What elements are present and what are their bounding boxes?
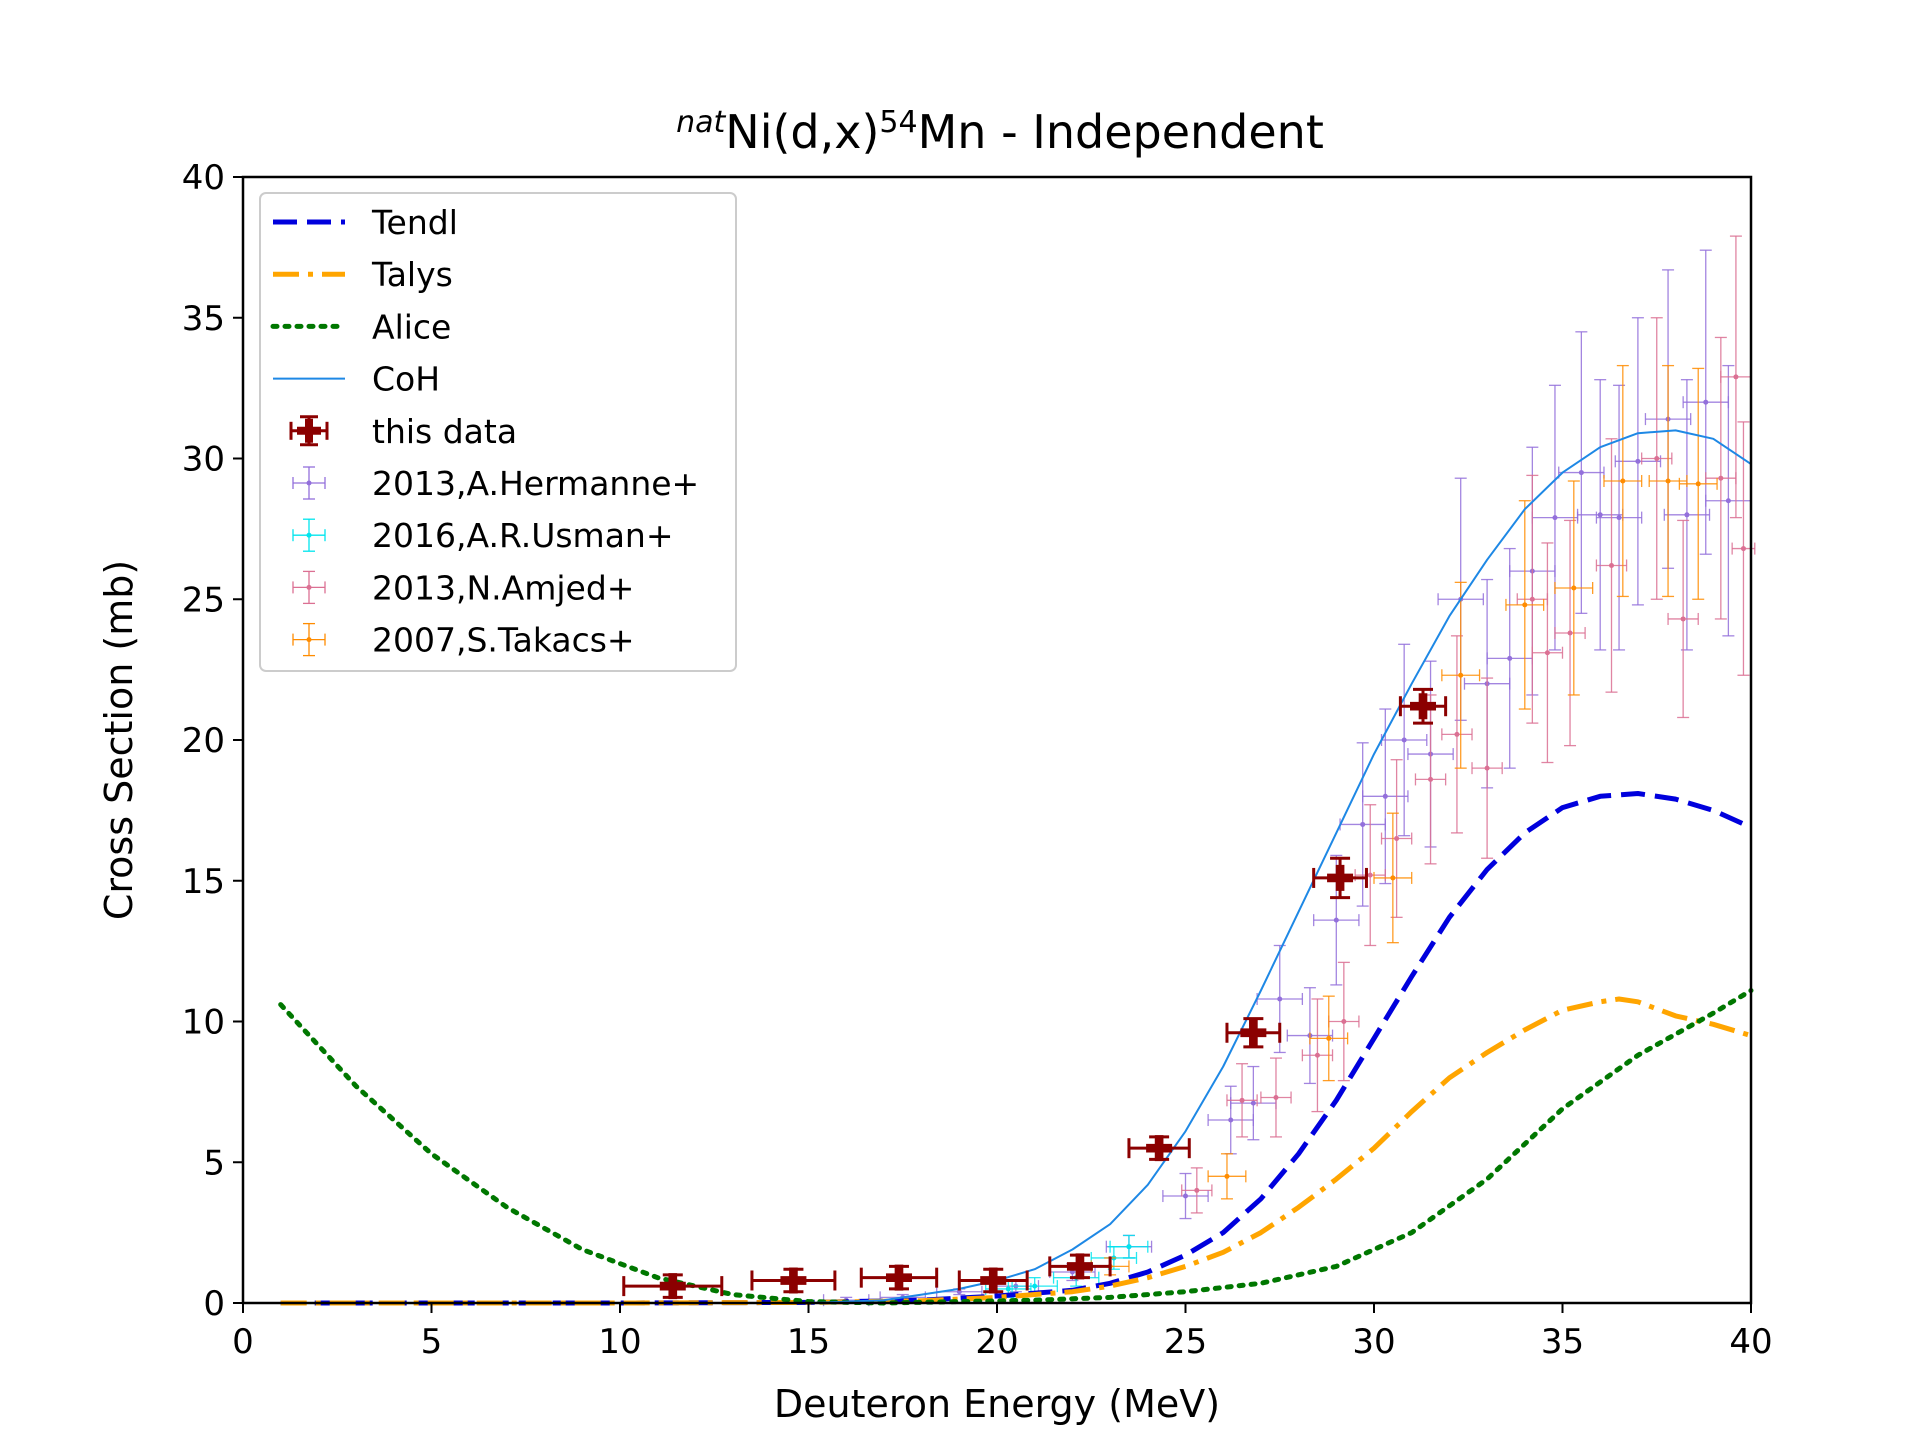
this-data-point: [750, 1267, 837, 1294]
data-point: [1663, 379, 1711, 651]
x-tick-label: 10: [598, 1322, 641, 1362]
data-point: [1678, 367, 1718, 600]
y-tick-label: 25: [182, 580, 225, 620]
y-tick-label: 30: [182, 440, 225, 480]
data-point: [1595, 384, 1643, 651]
data-point: [1603, 364, 1643, 598]
y-tick-label: 20: [182, 721, 225, 761]
data-point: [1614, 317, 1662, 606]
data-point: [1554, 480, 1594, 696]
data-point: [1207, 1153, 1247, 1200]
legend-label: Talys: [371, 255, 453, 294]
x-tick-label: 15: [787, 1322, 830, 1362]
data-point: [1648, 364, 1688, 598]
data-point: [1226, 1063, 1258, 1138]
data-point: [1380, 759, 1413, 918]
legend-entry: Talys: [273, 255, 453, 294]
legend-entry: 2016,A.R.Usman+: [292, 516, 673, 555]
y-tick-label: 5: [203, 1143, 225, 1183]
y-tick-label: 35: [182, 299, 225, 339]
series-2013-n-amjed-: [1181, 235, 1756, 1214]
legend-label: 2016,A.R.Usman+: [372, 516, 673, 555]
y-tick-label: 40: [182, 158, 225, 198]
data-point: [1109, 1234, 1149, 1259]
legend-label: Alice: [372, 307, 451, 346]
legend-label: this data: [372, 412, 517, 451]
legend-entry: 2013,A.Hermanne+: [292, 464, 699, 503]
data-point: [1441, 581, 1481, 769]
title-superscript: 54: [879, 105, 917, 140]
curve-talys: [280, 996, 1752, 1306]
y-tick-label: 0: [203, 1284, 225, 1324]
chart-title: natNi(d,x)54Mn - Independent: [676, 105, 1324, 159]
legend-label: 2013,N.Amjed+: [372, 568, 634, 607]
x-axis: 0 5 10 15 20 25 30 35 40: [232, 1303, 1773, 1362]
this-data-point: [1398, 687, 1448, 725]
data-point: [1531, 542, 1564, 764]
legend-box: [259, 192, 737, 672]
y-axis-label: Cross Section (mb): [97, 560, 141, 920]
data-point: [1373, 812, 1413, 944]
legend-label: CoH: [372, 360, 440, 399]
x-tick-label: 5: [421, 1322, 443, 1362]
y-axis: 0 5 10 15 20 25 30 35 40: [182, 158, 243, 1324]
data-point: [1641, 317, 1673, 600]
y-tick-label: 10: [182, 1003, 225, 1043]
legend: Tendl Talys Alice CoH this data 2013,A.Herman…: [259, 192, 737, 672]
data-point: [1309, 995, 1349, 1082]
x-tick-label: 0: [232, 1322, 254, 1362]
this-data-point: [859, 1264, 939, 1291]
data-point: [1558, 331, 1605, 614]
legend-label: 2007,S.Takacs+: [372, 621, 635, 660]
title-main: Ni(d,x): [725, 105, 879, 159]
data-point: [1471, 677, 1503, 859]
legend-entry: CoH: [273, 360, 440, 399]
this-data-point: [1048, 1253, 1112, 1280]
legend-entry: 2007,S.Takacs+: [292, 621, 635, 660]
curve-tendl: [280, 791, 1753, 1306]
legend-entry: this data: [289, 412, 517, 451]
x-tick-label: 20: [975, 1322, 1018, 1362]
x-tick-label: 25: [1164, 1322, 1207, 1362]
legend-label: Tendl: [371, 203, 458, 242]
legend-label: 2013,A.Hermanne+: [372, 464, 699, 503]
curve-alice: [278, 988, 1754, 1306]
this-data-point: [957, 1267, 1029, 1294]
data-point: [1441, 635, 1473, 834]
title-prefix: nat: [676, 105, 726, 140]
data-point: [1162, 1172, 1209, 1220]
legend-entry: Alice: [270, 307, 451, 346]
x-tick-label: 35: [1541, 1322, 1584, 1362]
data-point: [1667, 519, 1699, 719]
data-point: [1362, 708, 1409, 885]
x-axis-label: Deuteron Energy (MeV): [774, 1382, 1220, 1426]
this-data-point: [1312, 856, 1368, 900]
data-point: [1301, 998, 1334, 1113]
legend-entry: Tendl: [273, 203, 458, 242]
data-point: [1181, 1167, 1213, 1214]
data-point: [1380, 643, 1428, 837]
x-tick-label: 30: [1352, 1322, 1395, 1362]
this-data-point: [622, 1273, 724, 1300]
legend-entry: 2013,N.Amjed+: [292, 568, 634, 607]
data-point: [1505, 500, 1545, 710]
this-data-point: [1225, 1017, 1282, 1049]
y-tick-label: 15: [182, 862, 225, 902]
series-this-data: [622, 687, 1448, 1300]
this-data-point: [1127, 1135, 1191, 1162]
plot-area: [278, 235, 1756, 1307]
title-suffix: Mn - Independent: [918, 105, 1324, 159]
x-tick-label: 40: [1729, 1322, 1772, 1362]
data-point: [1720, 235, 1752, 519]
data-point: [1260, 1057, 1292, 1138]
